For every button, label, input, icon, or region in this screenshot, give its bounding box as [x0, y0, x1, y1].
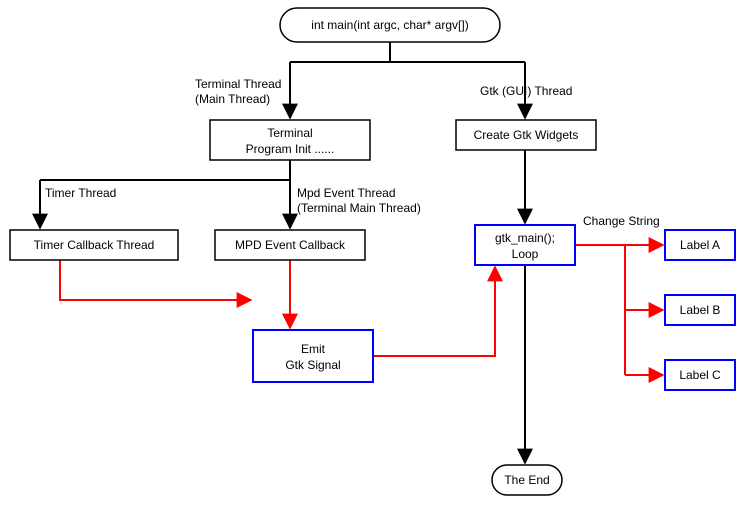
- node-label-c-text: Label C: [679, 368, 721, 382]
- edge-label-mpd-thread-2: (Terminal Main Thread): [297, 201, 421, 215]
- edge-label-terminal-thread-1: Terminal Thread: [195, 77, 281, 91]
- node-mpd-callback: MPD Event Callback: [215, 230, 365, 260]
- node-terminal-l1: Terminal: [267, 126, 312, 140]
- node-label-a-text: Label A: [680, 238, 720, 252]
- node-emit-signal: Emit Gtk Signal: [253, 330, 373, 382]
- node-the-end-label: The End: [504, 473, 549, 487]
- node-create-label: Create Gtk Widgets: [474, 128, 579, 142]
- node-timer-callback-label: Timer Callback Thread: [34, 238, 155, 252]
- node-emit-l2: Gtk Signal: [285, 358, 340, 372]
- node-mpd-callback-label: MPD Event Callback: [235, 238, 346, 252]
- edge-label-gtk-thread: Gtk (GUI) Thread: [480, 84, 572, 98]
- node-the-end: The End: [492, 465, 562, 495]
- edge-label-terminal-thread-2: (Main Thread): [195, 92, 270, 106]
- node-gtk-main-l2: Loop: [512, 247, 539, 261]
- node-create-widgets: Create Gtk Widgets: [456, 120, 596, 150]
- node-label-b: Label B: [665, 295, 735, 325]
- node-label-a: Label A: [665, 230, 735, 260]
- node-main: int main(int argc, char* argv[]): [280, 8, 500, 42]
- node-terminal-l2: Program Init ......: [246, 142, 335, 156]
- node-label-b-text: Label B: [680, 303, 721, 317]
- edge-label-change-string: Change String: [583, 214, 660, 228]
- node-main-label: int main(int argc, char* argv[]): [311, 18, 468, 32]
- node-emit-l1: Emit: [301, 342, 326, 356]
- node-gtk-main: gtk_main(); Loop: [475, 225, 575, 265]
- node-gtk-main-l1: gtk_main();: [495, 231, 555, 245]
- node-label-c: Label C: [665, 360, 735, 390]
- edge-label-mpd-thread-1: Mpd Event Thread: [297, 186, 396, 200]
- node-timer-callback: Timer Callback Thread: [10, 230, 178, 260]
- node-terminal: Terminal Program Init ......: [210, 120, 370, 160]
- edge-label-timer-thread: Timer Thread: [45, 186, 116, 200]
